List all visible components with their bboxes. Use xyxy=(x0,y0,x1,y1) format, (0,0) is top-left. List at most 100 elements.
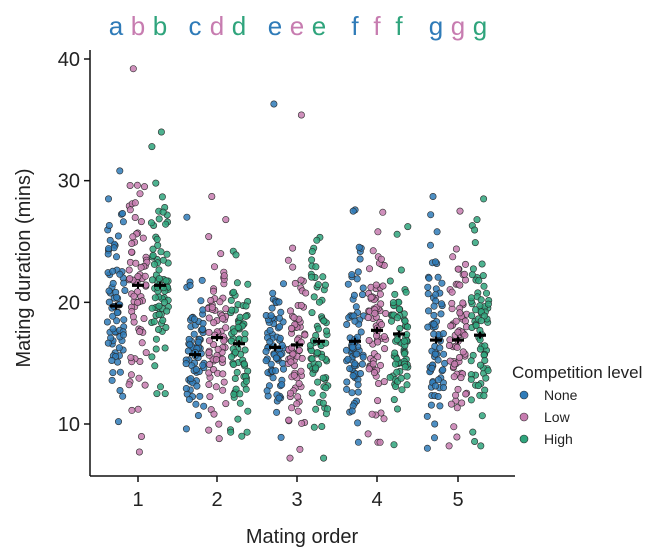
data-point xyxy=(402,288,410,296)
data-point xyxy=(192,365,200,373)
data-point xyxy=(279,280,287,288)
data-point xyxy=(104,339,112,347)
data-point xyxy=(205,349,213,357)
mean-marker xyxy=(393,330,405,338)
data-point xyxy=(137,218,145,226)
data-point xyxy=(474,382,482,390)
data-point xyxy=(377,321,385,329)
data-point xyxy=(134,405,142,413)
data-point xyxy=(243,428,251,436)
data-point xyxy=(379,282,387,290)
data-point xyxy=(320,317,328,325)
data-point xyxy=(163,307,171,315)
data-point xyxy=(349,372,357,380)
data-point xyxy=(287,324,295,332)
data-point xyxy=(285,416,293,424)
significance-letter: e xyxy=(268,11,282,41)
data-point xyxy=(324,405,332,413)
data-point xyxy=(359,284,367,292)
data-point xyxy=(481,356,489,364)
data-point xyxy=(461,331,469,339)
data-point xyxy=(447,322,455,330)
mean-marker xyxy=(132,281,144,289)
data-point xyxy=(105,222,113,230)
data-point xyxy=(462,390,470,398)
data-point xyxy=(471,437,479,445)
data-point xyxy=(105,298,113,306)
data-point xyxy=(372,281,380,289)
data-point xyxy=(306,341,314,349)
data-point xyxy=(220,272,228,280)
data-point xyxy=(342,346,350,354)
data-point xyxy=(482,289,490,297)
data-point xyxy=(205,369,213,377)
data-point xyxy=(370,369,378,377)
data-point xyxy=(127,371,135,379)
data-point xyxy=(431,420,439,428)
significance-letter: d xyxy=(210,11,224,41)
data-point xyxy=(228,306,236,314)
data-point xyxy=(455,353,463,361)
data-point xyxy=(452,317,460,325)
data-point xyxy=(210,319,218,327)
data-point xyxy=(319,374,327,382)
data-point xyxy=(439,384,447,392)
data-point xyxy=(135,448,143,456)
data-point xyxy=(448,288,456,296)
data-point xyxy=(136,328,144,336)
data-point xyxy=(348,271,356,279)
data-point xyxy=(359,353,367,361)
legend-label: High xyxy=(544,431,573,447)
data-point xyxy=(427,401,435,409)
data-point xyxy=(119,210,127,218)
data-point xyxy=(301,331,309,339)
data-point xyxy=(453,433,461,441)
data-point xyxy=(310,293,318,301)
data-point xyxy=(452,245,460,253)
data-point xyxy=(266,326,274,334)
data-point xyxy=(199,325,207,333)
data-point xyxy=(467,375,475,383)
data-point xyxy=(231,374,239,382)
data-point xyxy=(207,296,215,304)
data-point xyxy=(351,360,359,368)
data-point xyxy=(230,328,238,336)
data-point xyxy=(206,360,214,368)
data-point xyxy=(456,281,464,289)
legend-label: None xyxy=(544,387,578,403)
mean-marker xyxy=(371,326,383,334)
data-point xyxy=(126,275,134,283)
data-point xyxy=(210,410,218,418)
data-point xyxy=(357,328,365,336)
data-point xyxy=(365,265,373,273)
data-point xyxy=(244,407,252,415)
data-point xyxy=(205,380,213,388)
data-point xyxy=(389,299,397,307)
data-point xyxy=(427,211,435,219)
data-point xyxy=(113,309,121,317)
data-point xyxy=(134,298,142,306)
data-point xyxy=(157,248,165,256)
data-point xyxy=(364,314,372,322)
data-point xyxy=(151,294,159,302)
data-point xyxy=(437,310,445,318)
data-point xyxy=(114,232,122,240)
data-point xyxy=(456,207,464,215)
data-point xyxy=(291,279,299,287)
data-point xyxy=(476,345,484,353)
data-point xyxy=(128,240,136,248)
x-tick-label: 1 xyxy=(132,489,143,511)
data-point xyxy=(302,289,310,297)
data-point xyxy=(130,292,138,300)
data-point xyxy=(395,305,403,313)
data-point xyxy=(275,394,283,402)
data-point xyxy=(186,281,194,289)
data-point xyxy=(434,356,442,364)
data-point xyxy=(197,297,205,305)
data-point xyxy=(215,420,223,428)
data-point xyxy=(456,309,464,317)
significance-letter: d xyxy=(232,11,246,41)
data-point xyxy=(321,281,329,289)
x-axis-title: Mating order xyxy=(246,526,359,548)
data-point xyxy=(471,226,479,234)
